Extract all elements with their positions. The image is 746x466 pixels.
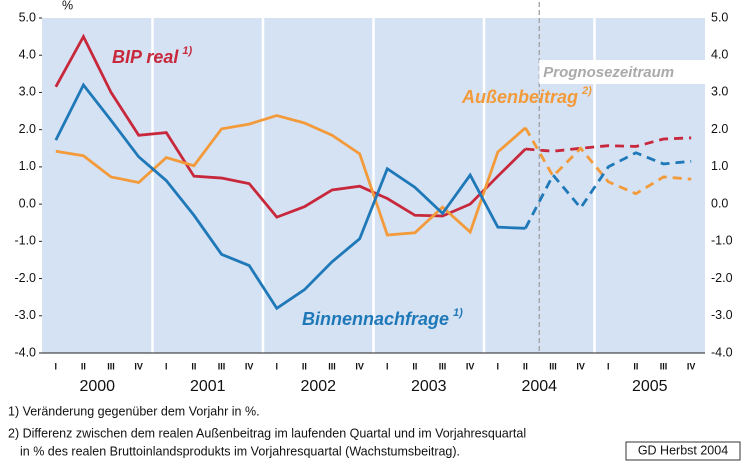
source: GD Herbst 2004 bbox=[638, 443, 728, 457]
series-name: BIP real bbox=[112, 47, 179, 67]
series-line bbox=[55, 114, 527, 237]
y-tick-label-right: 2.0 bbox=[711, 122, 728, 136]
source-box bbox=[625, 441, 741, 461]
y-tick-label: -4.0 bbox=[14, 345, 36, 359]
series-name: Binnennachfrage bbox=[302, 309, 449, 329]
footnote: 1) Veränderung gegenüber dem Vorjahr in … bbox=[8, 404, 260, 418]
x-tick-label: IV bbox=[245, 361, 254, 371]
series-line-forecast bbox=[524, 151, 692, 229]
x-tick-label: I bbox=[497, 361, 500, 371]
year-label: 2002 bbox=[300, 378, 336, 395]
y-tick-label-right: -2.0 bbox=[711, 271, 733, 285]
series-label: Außenbeitrag 2) bbox=[461, 85, 592, 107]
series-label: Binnennachfrage 1) bbox=[302, 307, 463, 329]
footnote: in % des realen Bruttoinlandsprodukts im… bbox=[20, 444, 460, 458]
y-tick-label: 4.0 bbox=[19, 48, 36, 62]
y-tick-label: -2.0 bbox=[14, 271, 36, 285]
x-tick-label: I bbox=[607, 361, 610, 371]
y-tick-label-right: 5.0 bbox=[711, 10, 728, 24]
x-tick-label: II bbox=[633, 361, 638, 371]
x-tick-label: I bbox=[386, 361, 389, 371]
y-tick-label-right: -3.0 bbox=[711, 308, 733, 322]
x-tick-label: III bbox=[328, 361, 336, 371]
y-tick-label-right: 3.0 bbox=[711, 85, 728, 99]
series-line-forecast bbox=[525, 136, 692, 153]
x-tick-label: III bbox=[107, 361, 115, 371]
year-label: 2003 bbox=[411, 378, 447, 395]
x-tick-label: IV bbox=[355, 361, 364, 371]
y-tick-label: 2.0 bbox=[19, 122, 36, 136]
x-tick-label: II bbox=[523, 361, 528, 371]
y-tick-label-right: 1.0 bbox=[711, 159, 728, 173]
forecast-label: Prognosezeitraum bbox=[543, 64, 674, 81]
x-tick-label: III bbox=[660, 361, 668, 371]
x-tick-label: IV bbox=[466, 361, 475, 371]
series-label: BIP real 1) bbox=[112, 45, 192, 67]
y-tick-label: 0.0 bbox=[19, 196, 36, 210]
series-line bbox=[54, 82, 526, 311]
x-tick-label: I bbox=[276, 361, 279, 371]
y-tick-label-right: 4.0 bbox=[711, 48, 728, 62]
footnote: 2) Differenz zwischen dem realen Außenbe… bbox=[8, 426, 526, 440]
year-label: 2001 bbox=[190, 378, 226, 395]
series-line-forecast bbox=[524, 127, 692, 196]
series-note: 1) bbox=[453, 307, 463, 319]
forecast-box bbox=[539, 60, 705, 84]
unit-label: % bbox=[62, 0, 73, 12]
x-tick-label: II bbox=[412, 361, 417, 371]
y-tick-label-right: -1.0 bbox=[711, 234, 733, 248]
x-tick-label: IV bbox=[687, 361, 696, 371]
x-tick-label: II bbox=[302, 361, 307, 371]
x-tick-label: IV bbox=[134, 361, 143, 371]
x-tick-label: III bbox=[439, 361, 447, 371]
year-label: 2004 bbox=[521, 378, 557, 395]
y-tick-label: 1.0 bbox=[19, 159, 36, 173]
series-line bbox=[54, 33, 527, 219]
x-tick-label: II bbox=[191, 361, 196, 371]
y-tick-label: 3.0 bbox=[19, 85, 36, 99]
x-tick-label: III bbox=[218, 361, 226, 371]
x-tick-label: II bbox=[81, 361, 86, 371]
year-label: 2005 bbox=[632, 378, 668, 395]
y-tick-label-right: 0.0 bbox=[711, 196, 728, 210]
x-tick-label: I bbox=[165, 361, 168, 371]
x-tick-label: I bbox=[55, 361, 58, 371]
series-note: 1) bbox=[182, 45, 192, 57]
series-note: 2) bbox=[581, 85, 592, 97]
y-tick-label: -1.0 bbox=[14, 234, 36, 248]
series-name: Außenbeitrag bbox=[461, 87, 578, 107]
x-tick-label: IV bbox=[576, 361, 585, 371]
y-tick-label-right: -4.0 bbox=[711, 345, 733, 359]
y-tick-label: 5.0 bbox=[19, 10, 36, 24]
year-label: 2000 bbox=[79, 378, 115, 395]
x-tick-label: III bbox=[549, 361, 557, 371]
y-tick-label: -3.0 bbox=[14, 308, 36, 322]
